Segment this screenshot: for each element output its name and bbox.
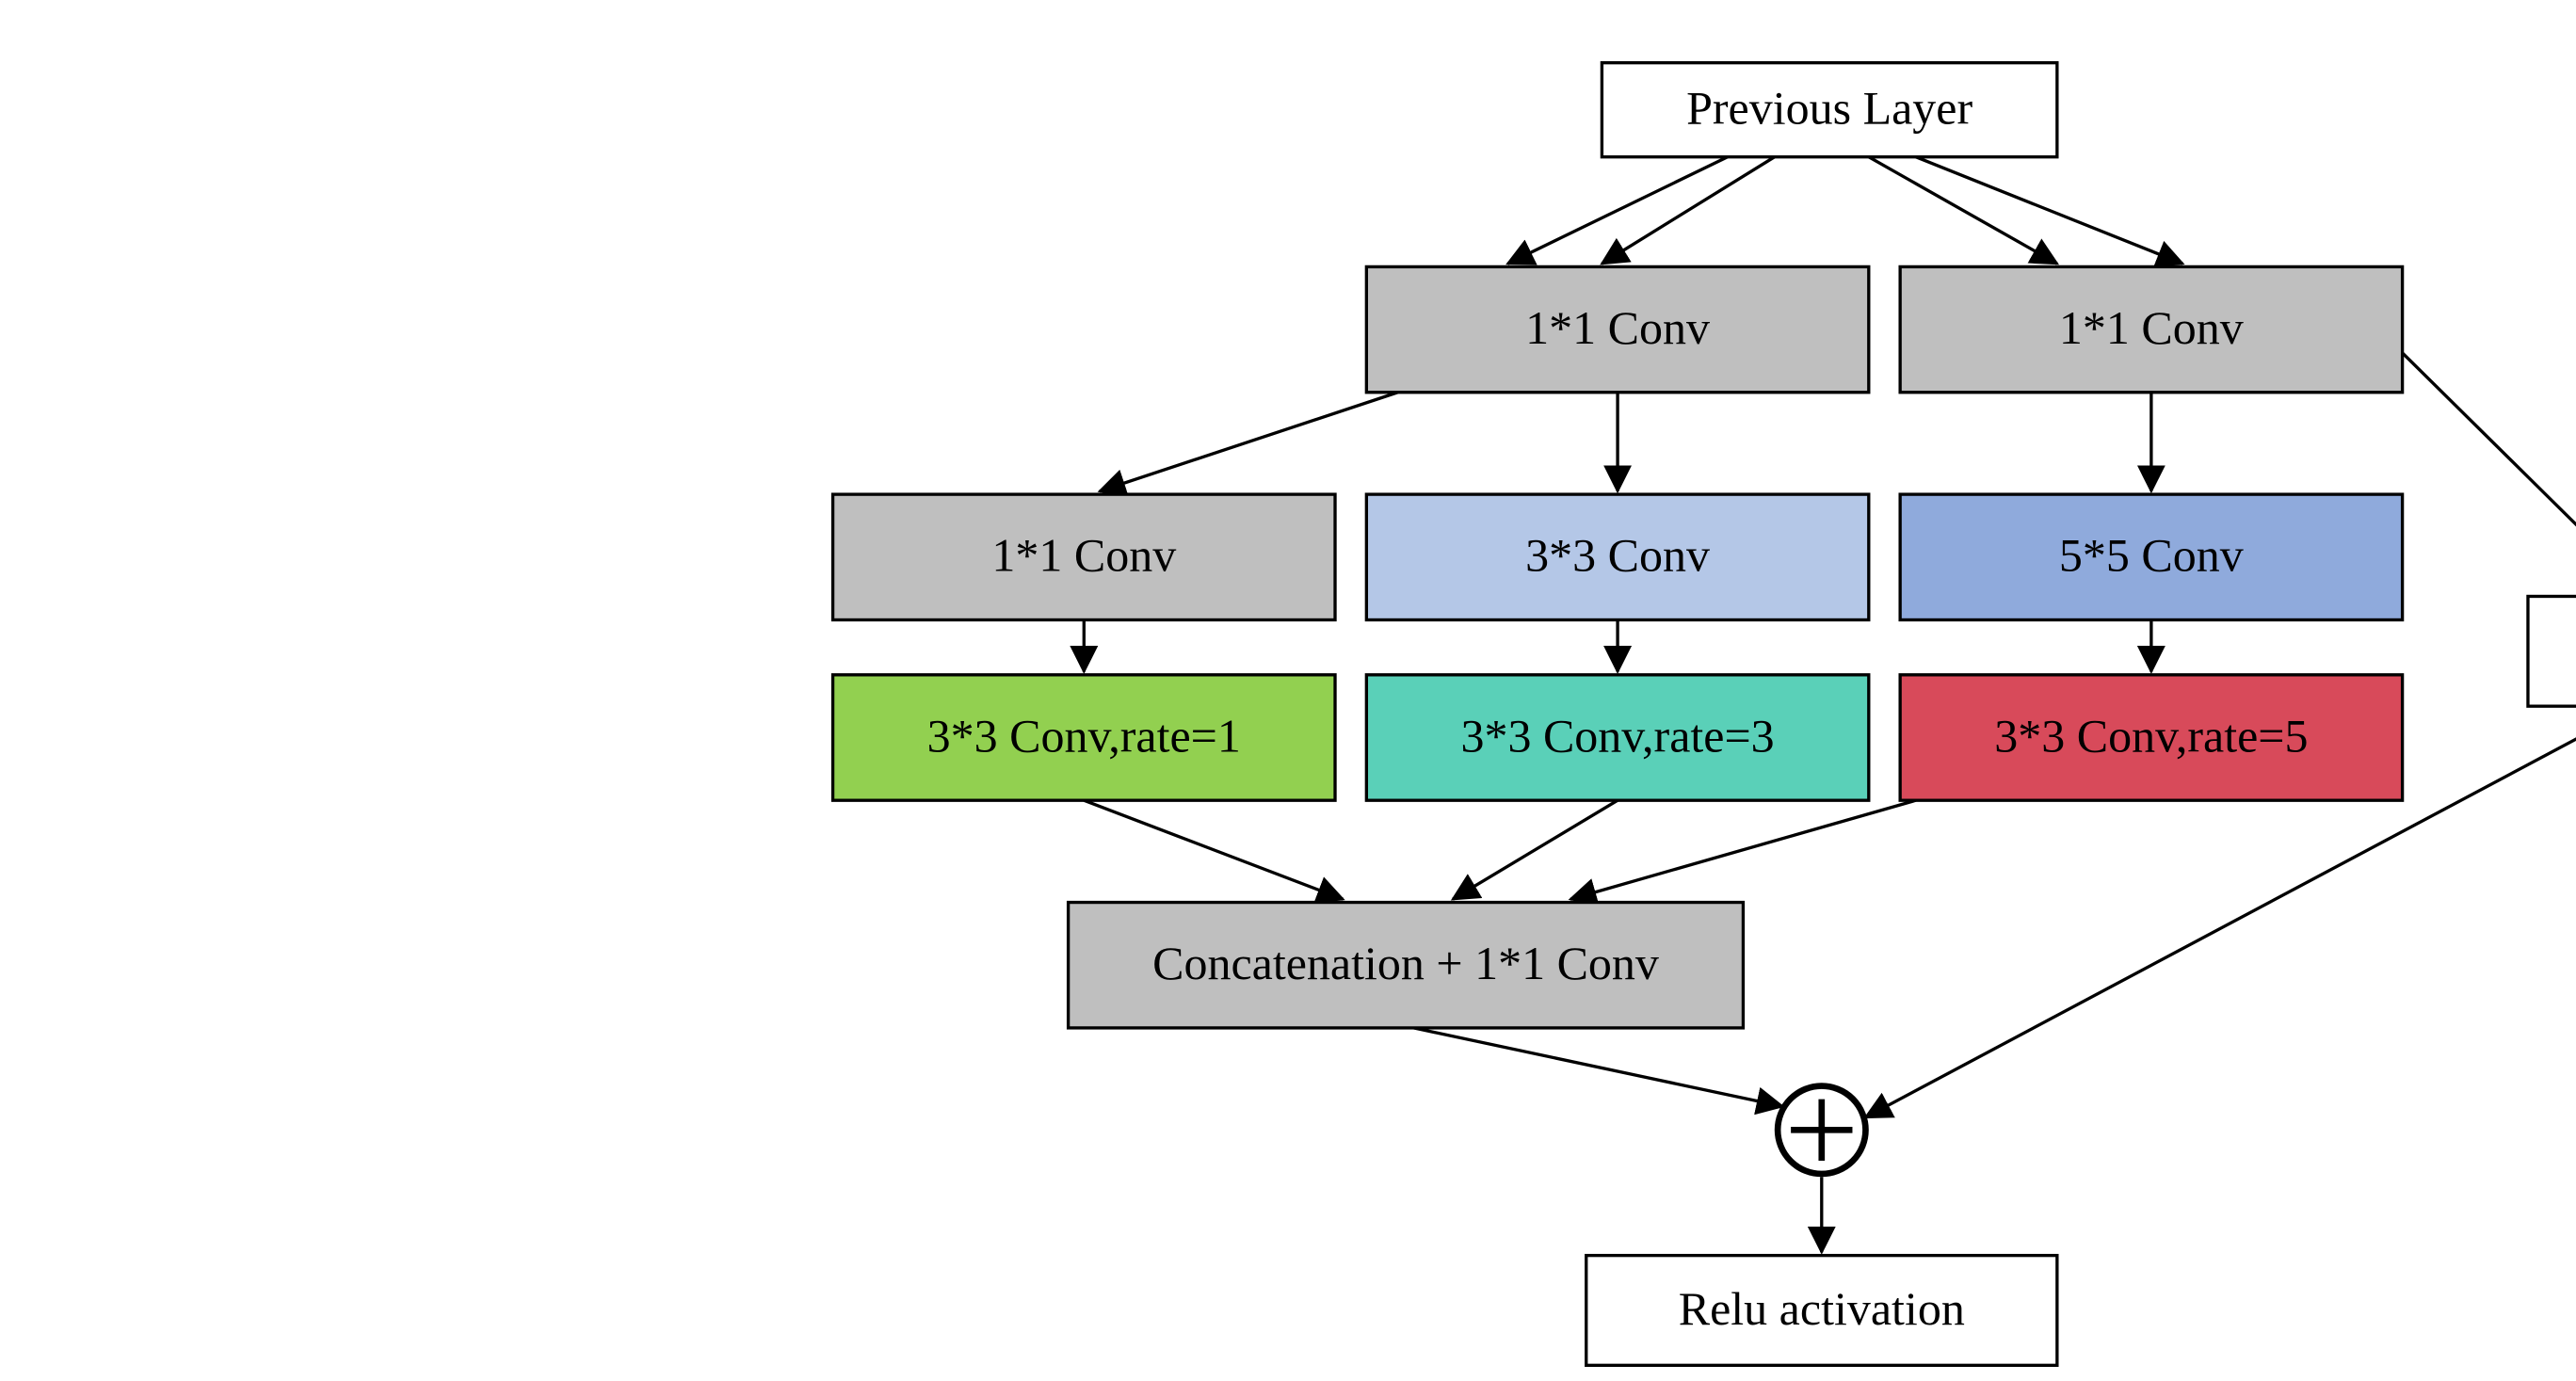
node-prev-label: Previous Layer — [1686, 82, 1972, 135]
node-c1b-label: 1*1 Conv — [2059, 301, 2244, 354]
edge-prev-to-c1a-2 — [1602, 157, 1774, 264]
edge-prev-to-c1b — [1869, 157, 2057, 264]
node-c1c-label: 1*1 Conv — [991, 529, 1176, 582]
node-concat-label: Concatenation + 1*1 Conv — [1152, 937, 1659, 989]
edge-c1b-to-short — [2387, 337, 2576, 593]
edge-prev-to-c1b-2 — [1916, 157, 2182, 264]
edge-r3-to-concat — [1453, 800, 1618, 899]
node-short — [2528, 596, 2576, 706]
edge-r1-to-concat — [1084, 800, 1343, 899]
node-r5-label: 3*3 Conv,rate=5 — [1994, 709, 2308, 762]
node-c1a-label: 1*1 Conv — [1525, 301, 1710, 354]
edge-r5-to-concat — [1570, 800, 1916, 899]
edge-c1a-to-c1c — [1100, 393, 1398, 491]
node-c5-label: 5*5 Conv — [2059, 529, 2244, 582]
edge-prev-to-c1a — [1507, 157, 1727, 264]
node-r3-label: 3*3 Conv,rate=3 — [1460, 709, 1774, 762]
architecture-diagram: Previous Layer 1*1 Conv 1*1 Conv 1*1 Conv 3*… — [0, 0, 2576, 1381]
edge-concat-to-plus — [1413, 1028, 1782, 1106]
plus-node — [1778, 1086, 1865, 1174]
node-r1-label: 3*3 Conv,rate=1 — [927, 709, 1241, 762]
nodes-layer: Previous Layer 1*1 Conv 1*1 Conv 1*1 Conv 3*… — [833, 63, 2576, 1366]
node-relu-label: Relu activation — [1679, 1282, 1965, 1335]
node-c3-label: 3*3 Conv — [1525, 529, 1710, 582]
